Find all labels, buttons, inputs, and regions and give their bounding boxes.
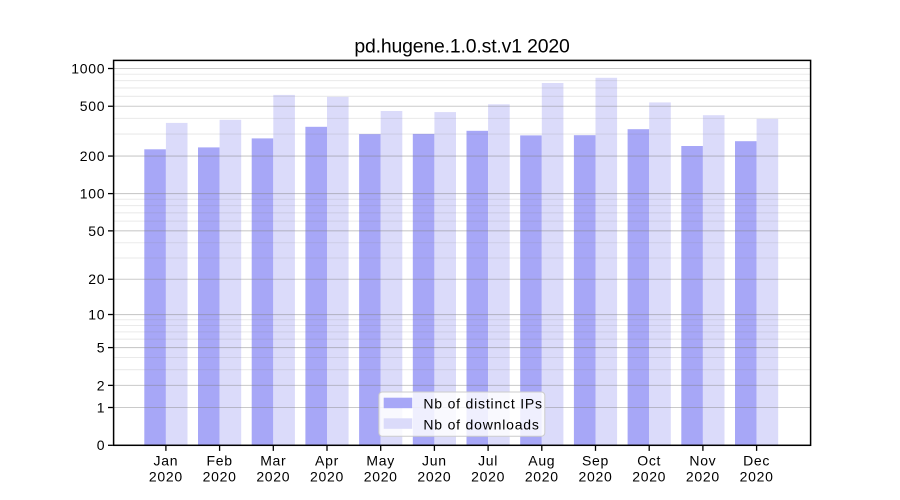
svg-text:0: 0 [97, 437, 106, 453]
svg-text:1000: 1000 [71, 60, 105, 76]
svg-text:2020: 2020 [579, 469, 613, 485]
svg-text:2020: 2020 [632, 469, 666, 485]
svg-text:200: 200 [80, 148, 105, 164]
svg-text:20: 20 [88, 271, 105, 287]
svg-text:2020: 2020 [471, 469, 505, 485]
svg-text:2: 2 [97, 377, 106, 393]
svg-text:Apr: Apr [315, 453, 339, 469]
svg-text:Mar: Mar [260, 453, 286, 469]
svg-text:500: 500 [80, 98, 105, 114]
svg-text:Jan: Jan [154, 453, 179, 469]
svg-text:2020: 2020 [203, 469, 237, 485]
svg-text:Jun: Jun [422, 453, 447, 469]
svg-text:Sep: Sep [582, 453, 609, 469]
svg-text:Feb: Feb [206, 453, 232, 469]
svg-text:2020: 2020 [525, 469, 559, 485]
svg-text:100: 100 [80, 186, 105, 202]
svg-text:2020: 2020 [740, 469, 774, 485]
svg-text:Nov: Nov [689, 453, 716, 469]
svg-text:Nb of distinct IPs: Nb of distinct IPs [423, 396, 542, 412]
svg-text:2020: 2020 [310, 469, 344, 485]
svg-text:1: 1 [97, 399, 106, 415]
svg-text:2020: 2020 [256, 469, 290, 485]
svg-text:pd.hugene.1.0.st.v1 2020: pd.hugene.1.0.st.v1 2020 [354, 36, 570, 58]
svg-text:Dec: Dec [743, 453, 770, 469]
svg-text:2020: 2020 [364, 469, 398, 485]
svg-text:50: 50 [88, 223, 105, 239]
svg-text:Nb of downloads: Nb of downloads [423, 416, 539, 432]
svg-text:5: 5 [97, 339, 106, 355]
svg-text:Oct: Oct [637, 453, 661, 469]
svg-text:Jul: Jul [478, 453, 498, 469]
svg-text:2020: 2020 [686, 469, 720, 485]
svg-text:Aug: Aug [528, 453, 555, 469]
svg-text:10: 10 [88, 306, 105, 322]
svg-text:May: May [366, 453, 395, 469]
svg-text:2020: 2020 [417, 469, 451, 485]
svg-text:2020: 2020 [149, 469, 183, 485]
